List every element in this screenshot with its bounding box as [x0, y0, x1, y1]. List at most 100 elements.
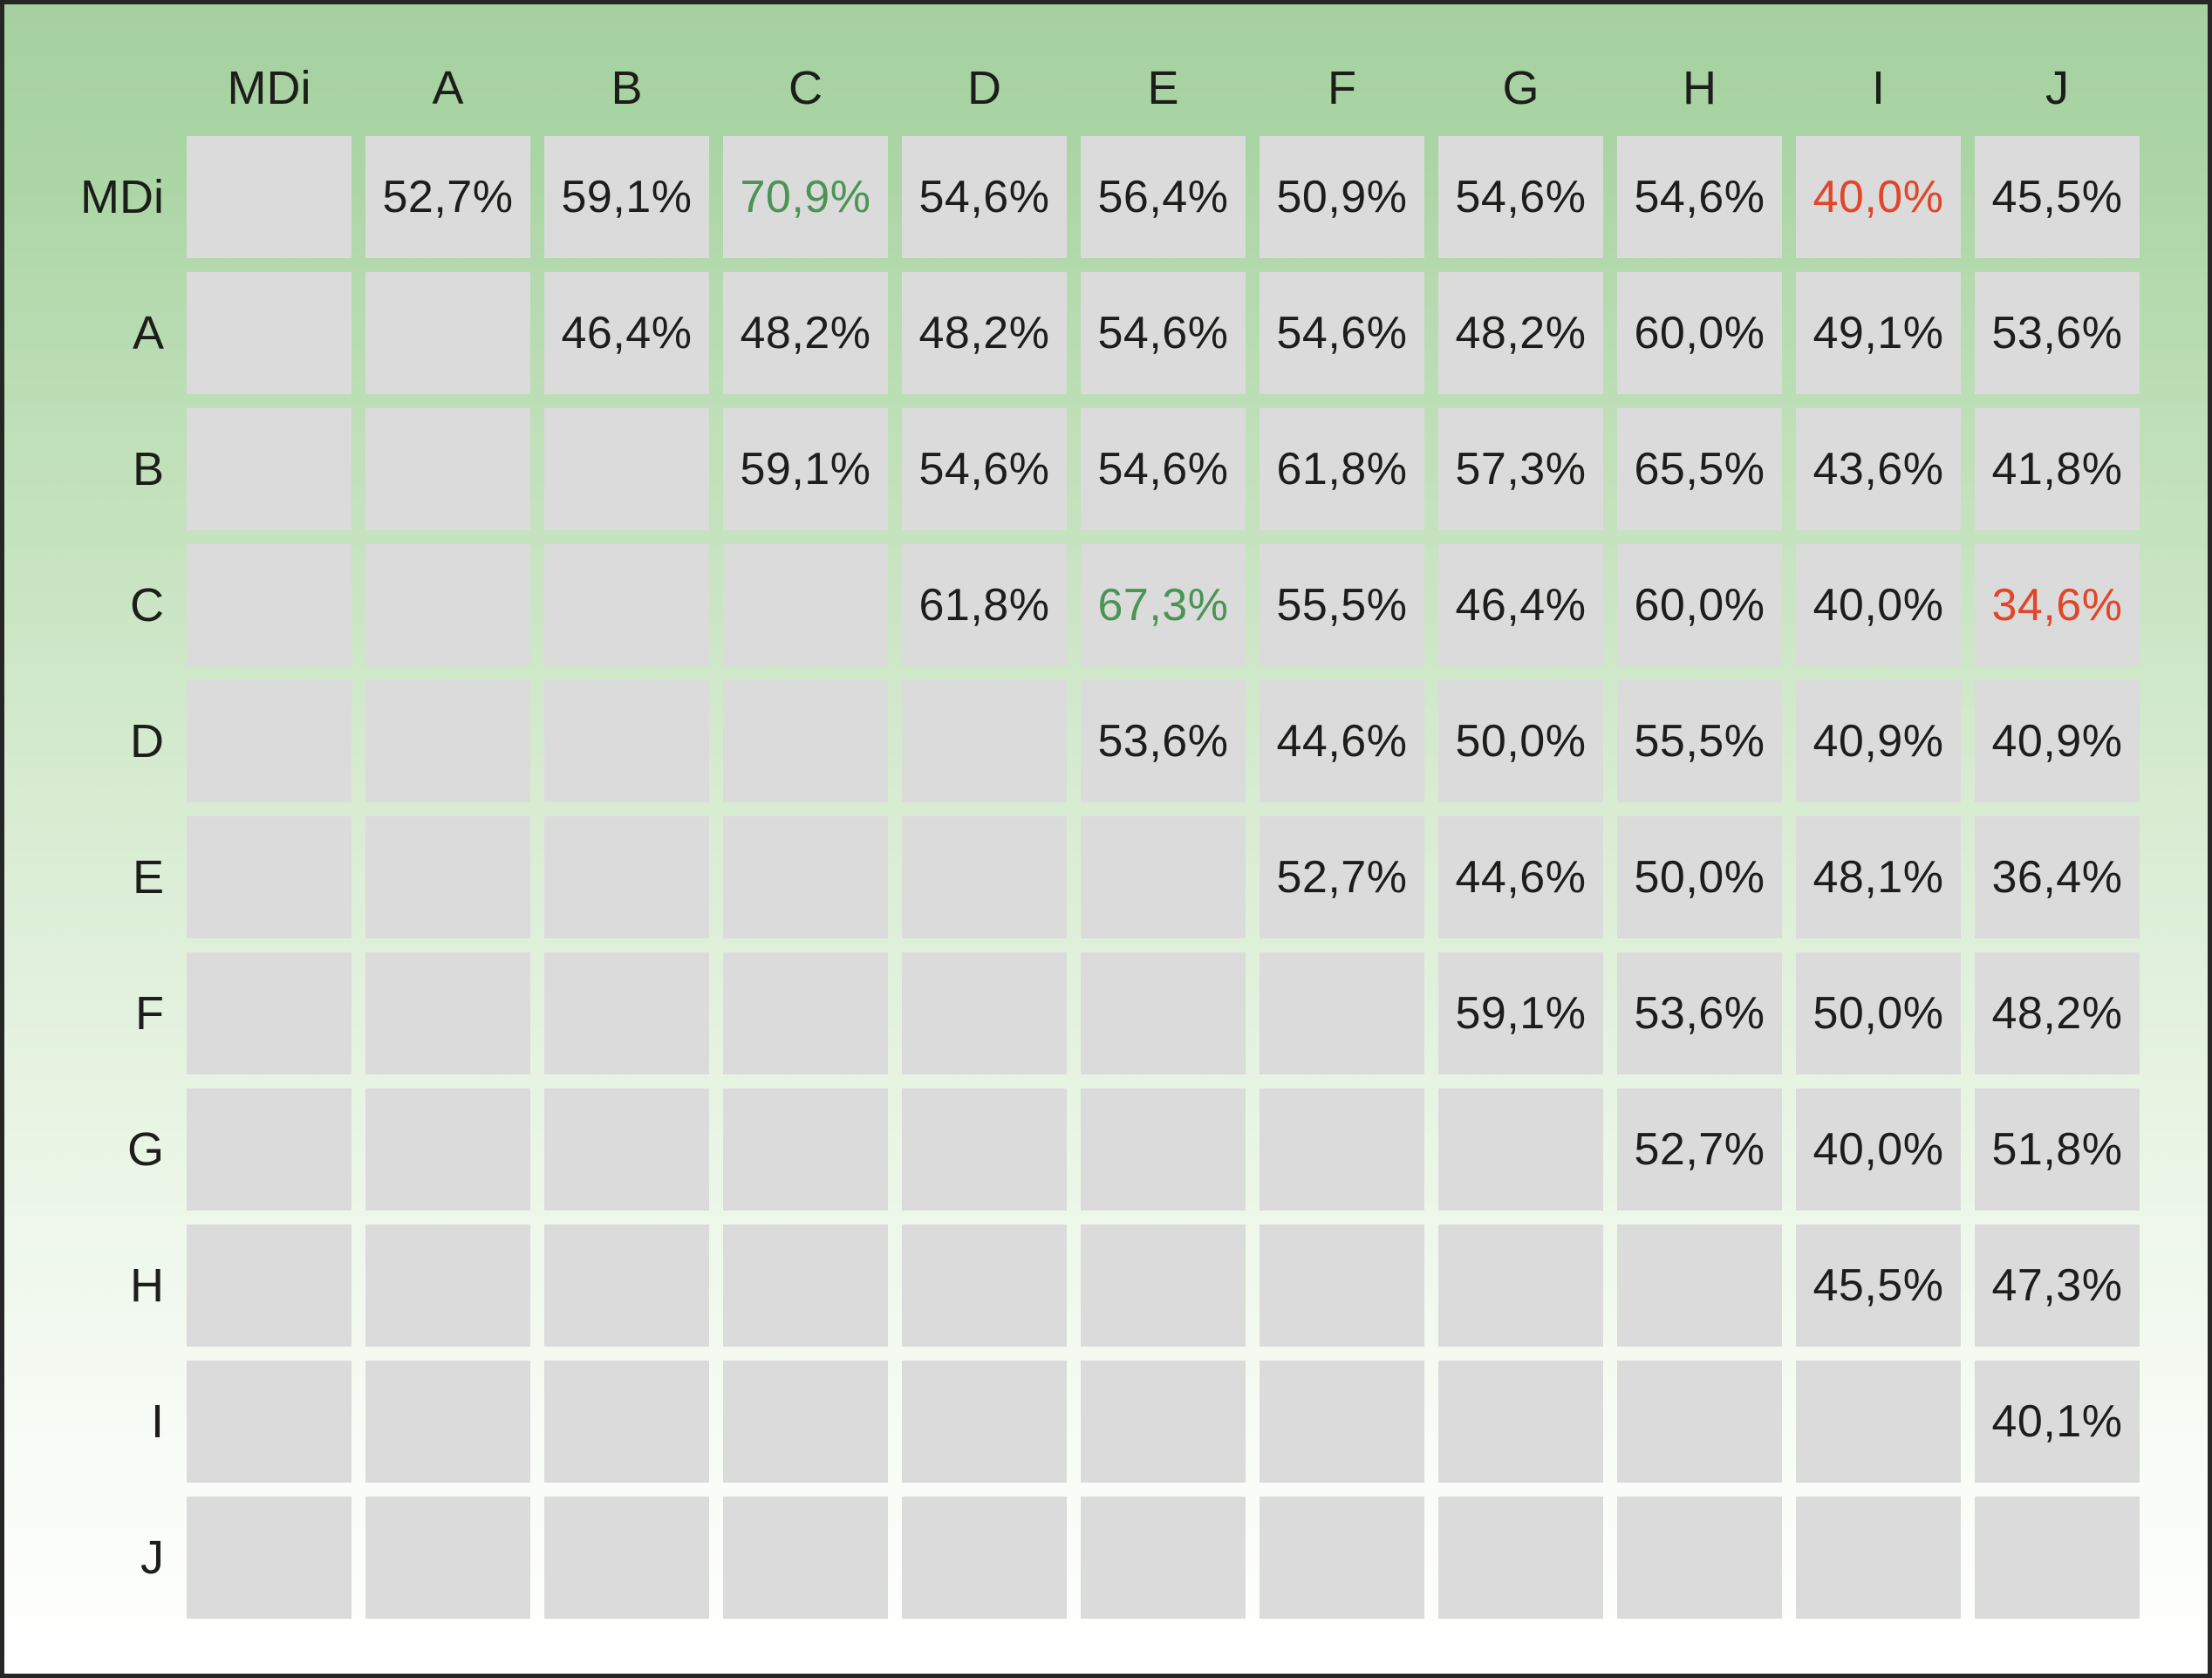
matrix-cell-F-B: [544, 952, 709, 1074]
matrix-cell-J-F: [1260, 1497, 1424, 1619]
cell-value: 59,1%: [561, 172, 693, 222]
cell-value: 48,2%: [918, 308, 1050, 358]
row-header-F: F: [135, 987, 164, 1040]
matrix-cell-MDi-I: 40,0%: [1796, 136, 1961, 258]
matrix-cell-E-F: 52,7%: [1260, 816, 1424, 938]
matrix-cell-C-B: [544, 544, 709, 666]
matrix-cell-D-E: 53,6%: [1081, 680, 1246, 802]
row-header-G: G: [126, 1123, 164, 1176]
row-header-J: J: [140, 1531, 164, 1584]
matrix-cell-H-H: [1617, 1224, 1782, 1347]
row-header-B: B: [132, 443, 164, 495]
cell-value: 70,9%: [740, 172, 871, 222]
cell-value: 53,6%: [1097, 716, 1229, 767]
matrix-cell-I-D: [902, 1361, 1067, 1483]
cell-value: 54,6%: [1097, 308, 1229, 358]
matrix-cell-J-I: [1796, 1497, 1961, 1619]
matrix-cell-F-F: [1260, 952, 1424, 1074]
matrix-cell-F-H: 53,6%: [1617, 952, 1782, 1074]
cell-value: 44,6%: [1455, 852, 1587, 903]
matrix-cell-C-F: 55,5%: [1260, 544, 1424, 666]
cell-value: 45,5%: [1813, 1260, 1944, 1311]
cell-value: 48,2%: [1991, 988, 2123, 1039]
matrix-cell-F-I: 50,0%: [1796, 952, 1961, 1074]
cell-value: 48,2%: [1455, 308, 1587, 358]
cell-value: 54,6%: [1455, 172, 1587, 222]
matrix-cell-C-H: 60,0%: [1617, 544, 1782, 666]
comparison-matrix: MDi A B C D E F G H I J MDi 52,7% 59,1% 70,9% 54,6% 56,4…: [4, 4, 2140, 1619]
matrix-cell-J-MDi: [187, 1497, 352, 1619]
cell-value: 41,8%: [1991, 444, 2123, 495]
matrix-cell-C-I: 40,0%: [1796, 544, 1961, 666]
cell-value: 59,1%: [1455, 988, 1587, 1039]
cell-value: 34,6%: [1991, 580, 2123, 631]
column-header-D: D: [967, 62, 1001, 114]
matrix-cell-C-D: 61,8%: [902, 544, 1067, 666]
cell-value: 46,4%: [1455, 580, 1587, 631]
cell-value: 55,5%: [1276, 580, 1408, 631]
matrix-cell-G-B: [544, 1088, 709, 1211]
cell-value: 43,6%: [1813, 444, 1944, 495]
cell-value: 36,4%: [1991, 852, 2123, 903]
matrix-cell-B-J: 41,8%: [1975, 408, 2140, 530]
matrix-cell-E-G: 44,6%: [1438, 816, 1603, 938]
matrix-cell-H-F: [1260, 1224, 1424, 1347]
matrix-cell-B-B: [544, 408, 709, 530]
cell-value: 59,1%: [740, 444, 871, 495]
matrix-cell-F-D: [902, 952, 1067, 1074]
matrix-cell-D-MDi: [187, 680, 352, 802]
row-header-A: A: [132, 307, 164, 359]
matrix-cell-G-MDi: [187, 1088, 352, 1211]
matrix-cell-I-J: 40,1%: [1975, 1361, 2140, 1483]
column-header-F: F: [1328, 62, 1356, 114]
cell-value: 49,1%: [1813, 308, 1944, 358]
matrix-cell-A-B: 46,4%: [544, 272, 709, 394]
cell-value: 40,9%: [1813, 716, 1944, 767]
cell-value: 54,6%: [918, 444, 1050, 495]
cell-value: 51,8%: [1991, 1124, 2123, 1175]
matrix-cell-D-C: [723, 680, 888, 802]
cell-value: 45,5%: [1991, 172, 2123, 222]
matrix-cell-H-D: [902, 1224, 1067, 1347]
column-header-H: H: [1683, 62, 1717, 114]
matrix-cell-G-J: 51,8%: [1975, 1088, 2140, 1211]
matrix-cell-B-MDi: [187, 408, 352, 530]
matrix-cell-A-I: 49,1%: [1796, 272, 1961, 394]
matrix-cell-D-D: [902, 680, 1067, 802]
cell-value: 61,8%: [1276, 444, 1408, 495]
row-header-C: C: [130, 579, 164, 631]
matrix-cell-H-J: 47,3%: [1975, 1224, 2140, 1347]
matrix-cell-B-A: [365, 408, 530, 530]
matrix-cell-J-C: [723, 1497, 888, 1619]
matrix-cell-C-MDi: [187, 544, 352, 666]
matrix-cell-MDi-G: 54,6%: [1438, 136, 1603, 258]
cell-value: 54,6%: [1097, 444, 1229, 495]
cell-value: 50,9%: [1276, 172, 1408, 222]
matrix-cell-MDi-J: 45,5%: [1975, 136, 2140, 258]
matrix-cell-D-A: [365, 680, 530, 802]
matrix-cell-I-B: [544, 1361, 709, 1483]
matrix-cell-MDi-F: 50,9%: [1260, 136, 1424, 258]
matrix-cell-A-J: 53,6%: [1975, 272, 2140, 394]
matrix-cell-A-G: 48,2%: [1438, 272, 1603, 394]
matrix-cell-F-C: [723, 952, 888, 1074]
cell-value: 50,0%: [1455, 716, 1587, 767]
matrix-cell-I-F: [1260, 1361, 1424, 1483]
matrix-cell-G-A: [365, 1088, 530, 1211]
cell-value: 40,0%: [1813, 580, 1944, 631]
matrix-cell-F-E: [1081, 952, 1246, 1074]
matrix-cell-B-C: 59,1%: [723, 408, 888, 530]
matrix-cell-MDi-E: 56,4%: [1081, 136, 1246, 258]
matrix-cell-J-D: [902, 1497, 1067, 1619]
matrix-cell-C-E: 67,3%: [1081, 544, 1246, 666]
cell-value: 53,6%: [1991, 308, 2123, 358]
matrix-cell-D-I: 40,9%: [1796, 680, 1961, 802]
matrix-cell-I-H: [1617, 1361, 1782, 1483]
cell-value: 57,3%: [1455, 444, 1587, 495]
matrix-cell-E-C: [723, 816, 888, 938]
cell-value: 60,0%: [1634, 580, 1765, 631]
matrix-cell-I-A: [365, 1361, 530, 1483]
cell-value: 47,3%: [1991, 1260, 2123, 1311]
cell-value: 65,5%: [1634, 444, 1765, 495]
